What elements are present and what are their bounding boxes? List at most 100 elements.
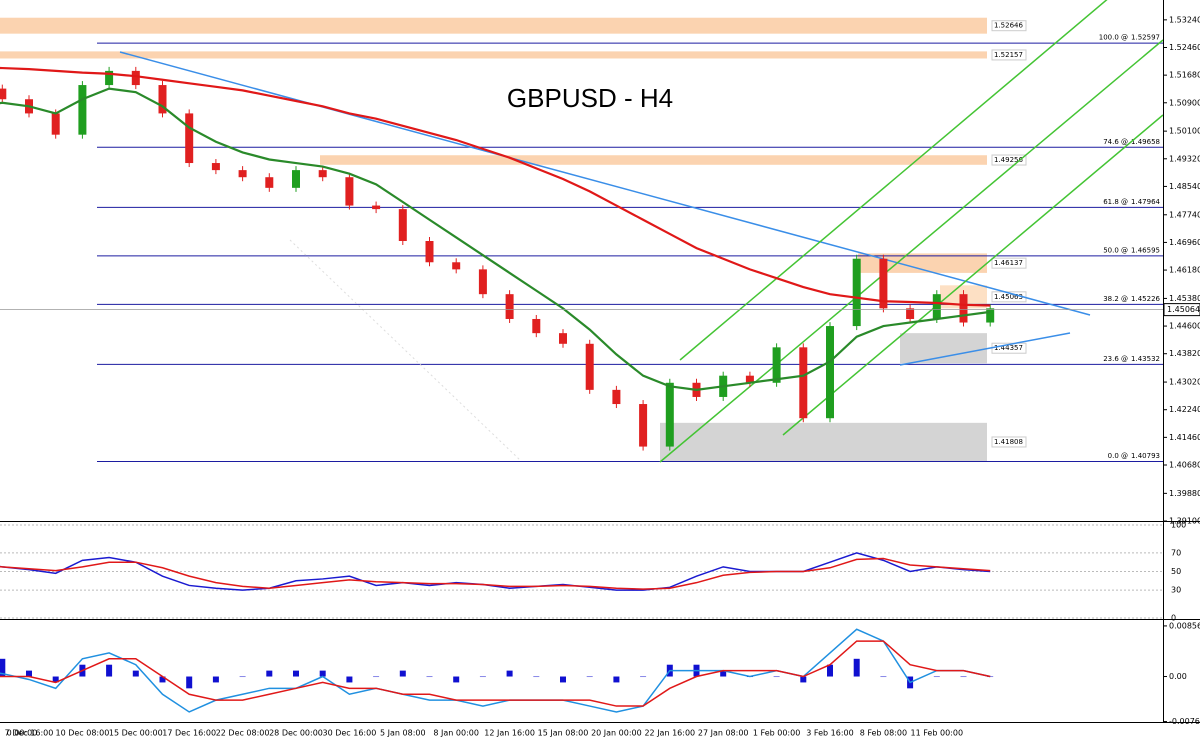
y-tick-label: 1.49320 bbox=[1169, 154, 1200, 163]
histogram-bar bbox=[0, 658, 6, 677]
candle bbox=[158, 85, 167, 114]
candle bbox=[265, 177, 274, 188]
y-tick-label: 1.45380 bbox=[1169, 294, 1200, 303]
y-tick-label: 0.008567 bbox=[1169, 621, 1200, 630]
fib-label: 23.6 @ bbox=[1103, 355, 1128, 363]
candle bbox=[879, 258, 888, 309]
fib-value: 1.45226 bbox=[1131, 295, 1160, 303]
zone bbox=[320, 155, 987, 165]
y-tick-label: 1.43020 bbox=[1169, 378, 1200, 387]
last-price-label: 1.45064 bbox=[1167, 305, 1200, 314]
y-tick-label: 1.44600 bbox=[1169, 322, 1200, 331]
histogram-bar bbox=[560, 676, 566, 683]
trend-line bbox=[119, 51, 1091, 316]
pitchfork-line bbox=[679, 0, 1108, 361]
chart-title: GBPUSD - H4 bbox=[507, 83, 673, 113]
fib-value: 1.47964 bbox=[1131, 198, 1160, 206]
fib-label: 61.8 @ bbox=[1103, 198, 1128, 206]
candle bbox=[398, 209, 407, 242]
histogram-bar bbox=[132, 670, 139, 677]
y-tick-label: 0 bbox=[1171, 614, 1176, 623]
x-tick-label: 1 Feb 00:00 bbox=[753, 729, 800, 738]
x-tick-label: 7 Dec 16:00 bbox=[5, 729, 54, 738]
x-tick-label: 0 00:00 bbox=[7, 729, 38, 738]
zone bbox=[660, 422, 987, 462]
histogram-bar bbox=[586, 676, 593, 678]
zone-label-box bbox=[991, 154, 1027, 166]
y-tick-label: 50 bbox=[1171, 567, 1181, 576]
fib-value: 1.46595 bbox=[1131, 246, 1160, 254]
x-tick-label: 8 Feb 08:00 bbox=[860, 729, 907, 738]
candle bbox=[585, 343, 594, 390]
x-tick-label: 28 Dec 00:00 bbox=[269, 729, 323, 738]
candle bbox=[185, 113, 194, 164]
fib-value: 1.43532 bbox=[1131, 355, 1160, 363]
guide-line bbox=[289, 239, 521, 461]
candle bbox=[665, 382, 674, 447]
x-tick-label: 3 Feb 16:00 bbox=[806, 729, 853, 738]
histogram-bar bbox=[346, 676, 353, 683]
candle bbox=[559, 333, 567, 344]
fib-label: 100.0 @ bbox=[1099, 34, 1128, 42]
pitchfork-line bbox=[659, 39, 1163, 463]
histogram-bar bbox=[426, 676, 433, 678]
x-tick-label: 10 Dec 08:00 bbox=[55, 729, 109, 738]
candle bbox=[425, 241, 434, 263]
y-tick-label: 1.39880 bbox=[1169, 489, 1200, 498]
pitchfork-line bbox=[782, 114, 1163, 436]
indicator-line bbox=[0, 557, 991, 590]
zone-label: 1.49256 bbox=[994, 156, 1023, 164]
zone-label-box bbox=[991, 257, 1027, 269]
histogram-bar bbox=[159, 676, 166, 683]
candle bbox=[0, 88, 7, 100]
y-tick-label: 1.47740 bbox=[1169, 210, 1200, 219]
candle bbox=[612, 389, 621, 405]
candle bbox=[799, 347, 808, 419]
y-tick-label: 1.50100 bbox=[1169, 127, 1200, 136]
histogram-bar bbox=[960, 676, 967, 678]
candle bbox=[105, 70, 114, 86]
indicator-line bbox=[0, 87, 991, 391]
x-tick-label: 30 Dec 16:00 bbox=[322, 729, 376, 738]
zone-label: 1.46137 bbox=[994, 259, 1023, 267]
zone-label: 1.52157 bbox=[994, 51, 1023, 59]
candle bbox=[318, 170, 327, 178]
x-tick-label: 5 Jan 08:00 bbox=[380, 729, 426, 738]
zone-label-box bbox=[991, 20, 1027, 32]
drawings bbox=[119, 0, 1163, 463]
candle bbox=[452, 262, 461, 270]
zone-label-box bbox=[991, 49, 1027, 61]
candle bbox=[505, 294, 514, 319]
y-tick-label: 70 bbox=[1171, 548, 1181, 557]
indicator-line bbox=[0, 640, 991, 707]
zone-label: 1.45063 bbox=[994, 293, 1023, 301]
y-tick-label: 1.53240 bbox=[1169, 15, 1200, 24]
indicator-line bbox=[0, 66, 991, 307]
x-tick-label: 15 Dec 00:00 bbox=[109, 729, 163, 738]
candle bbox=[345, 177, 354, 206]
y-tick-label: 1.46180 bbox=[1169, 266, 1200, 275]
x-tick-label: 17 Dec 16:00 bbox=[162, 729, 216, 738]
histogram-bar bbox=[106, 664, 113, 677]
candle bbox=[852, 258, 861, 327]
histogram-bar bbox=[987, 676, 994, 678]
histogram-bar bbox=[373, 676, 380, 678]
candle bbox=[78, 85, 87, 135]
fib-label: 74.6 @ bbox=[1103, 138, 1128, 146]
y-tick-label: 1.39100 bbox=[1169, 517, 1200, 526]
zone-label: 1.41808 bbox=[994, 438, 1023, 446]
zone-label-box bbox=[991, 291, 1027, 303]
y-tick-label: 1.51680 bbox=[1169, 71, 1200, 80]
fib-label: 38.2 @ bbox=[1103, 295, 1128, 303]
histogram-bar bbox=[933, 676, 940, 678]
y-tick-label: 30 bbox=[1171, 586, 1181, 595]
y-tick-label: 1.50900 bbox=[1169, 98, 1200, 107]
y-tick-label: 1.43820 bbox=[1169, 349, 1200, 358]
histogram-bar bbox=[533, 676, 540, 678]
histogram-bar bbox=[26, 670, 32, 677]
histogram-bar bbox=[266, 670, 273, 677]
candle bbox=[959, 294, 968, 323]
x-tick-label: 8 Jan 00:00 bbox=[433, 729, 479, 738]
histogram-bar bbox=[186, 676, 193, 689]
